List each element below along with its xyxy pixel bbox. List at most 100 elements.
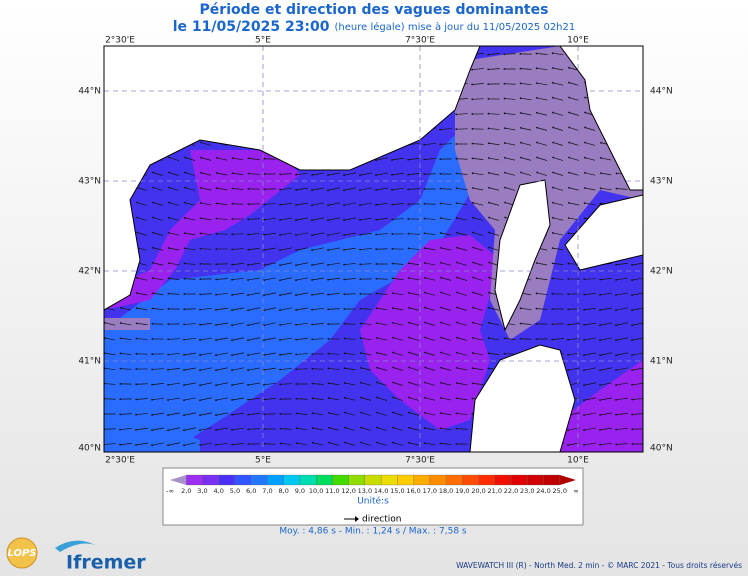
arrow-head: [344, 382, 346, 384]
legend-swatch: [316, 475, 332, 485]
arrow-head: [263, 294, 265, 296]
legend-label: 17,0: [423, 487, 437, 495]
arrow-head: [472, 413, 474, 415]
legend-label: 8,0: [279, 487, 289, 495]
arrow-head: [472, 232, 474, 234]
arrow-head: [263, 173, 265, 175]
arrow-head: [312, 368, 314, 370]
arrow-head: [376, 352, 378, 354]
arrow-head: [360, 323, 362, 325]
lops-text: LOPS: [7, 548, 36, 559]
arrow-head: [296, 442, 298, 444]
arrow-head: [279, 249, 281, 251]
arrow-head: [472, 398, 474, 400]
arrow-head: [263, 399, 265, 401]
arrow-head: [583, 384, 585, 386]
arrow-head: [440, 443, 442, 445]
arrow-head: [583, 414, 585, 416]
arrow-head: [455, 443, 457, 445]
arrow-head: [472, 352, 474, 354]
arrow-head: [328, 353, 330, 355]
lat-label: 40°N: [650, 444, 673, 454]
arrow-head: [552, 232, 554, 234]
arrow-head: [200, 217, 202, 219]
arrow-head: [471, 98, 473, 100]
arrow-head: [440, 412, 442, 414]
arrow-head: [152, 187, 154, 189]
arrow-head: [631, 414, 633, 416]
arrow-head: [295, 189, 297, 191]
arrow-head: [215, 414, 217, 416]
arrow-head: [199, 278, 201, 280]
arrow-head: [151, 384, 153, 386]
arrow-head: [504, 83, 506, 85]
arrow-head: [583, 278, 585, 280]
arrow-head: [263, 188, 265, 190]
arrow-head: [488, 368, 490, 370]
arrow-head: [343, 174, 345, 176]
arrow-head: [488, 187, 490, 189]
arrow-head: [327, 234, 329, 236]
arrow-head: [504, 217, 506, 219]
lon-label: 10°E: [567, 456, 589, 466]
arrow-head: [488, 157, 490, 159]
arrow-head: [599, 324, 601, 326]
arrow-head: [408, 248, 410, 250]
arrow-head: [247, 369, 249, 371]
arrow-head: [247, 188, 249, 190]
arrow-head: [472, 307, 474, 309]
arrow-head: [231, 384, 233, 386]
arrow-head: [247, 294, 249, 296]
arrow-head: [215, 429, 217, 431]
arrow-head: [568, 172, 570, 174]
arrow-head: [328, 368, 330, 370]
arrow-head: [599, 384, 601, 386]
arrow-head: [520, 68, 522, 70]
arrow-head: [424, 203, 426, 205]
arrow-head: [327, 279, 329, 281]
arrow-head: [424, 277, 426, 279]
arrow-head: [231, 249, 233, 251]
arrow-head: [536, 172, 538, 174]
arrow-head: [600, 203, 602, 205]
arrow-head: [488, 352, 490, 354]
arrow-head: [279, 398, 281, 400]
arrow-head: [615, 279, 617, 281]
arrow-head: [280, 443, 282, 445]
arrow-head: [152, 292, 154, 294]
arrow-head: [344, 442, 346, 444]
arrow-head: [343, 249, 345, 251]
arrow-head: [567, 444, 569, 446]
arrow-head: [424, 322, 426, 324]
arrow-head: [615, 369, 617, 371]
arrow-head: [440, 307, 442, 309]
arrow-head: [424, 218, 426, 220]
arrow-head: [615, 294, 617, 296]
arrow-head: [456, 262, 458, 264]
legend-label: 25,0: [553, 487, 567, 495]
arrow-head: [552, 247, 554, 249]
arrow-head: [455, 114, 457, 116]
arrow-head: [455, 128, 457, 130]
arrow-head: [408, 307, 410, 309]
arrow-head: [568, 142, 570, 144]
arrow-head: [408, 277, 410, 279]
arrow-head: [343, 189, 345, 191]
arrow-head: [488, 322, 490, 324]
legend-label: 15,0: [390, 487, 404, 495]
arrow-head: [488, 232, 490, 234]
arrow-head: [440, 232, 442, 234]
arrow-head: [552, 187, 554, 189]
arrow-head: [184, 217, 186, 219]
arrow-head: [168, 293, 170, 295]
arrow-head: [152, 217, 154, 219]
arrow-head: [183, 293, 185, 295]
arrow-head: [152, 262, 154, 264]
arrow-head: [231, 324, 233, 326]
legend-label: 14,0: [374, 487, 388, 495]
arrow-head: [456, 173, 458, 175]
arrow-head: [583, 309, 585, 311]
arrow-head: [200, 202, 202, 204]
arrow-head: [520, 112, 522, 114]
arrow-head: [488, 337, 490, 339]
